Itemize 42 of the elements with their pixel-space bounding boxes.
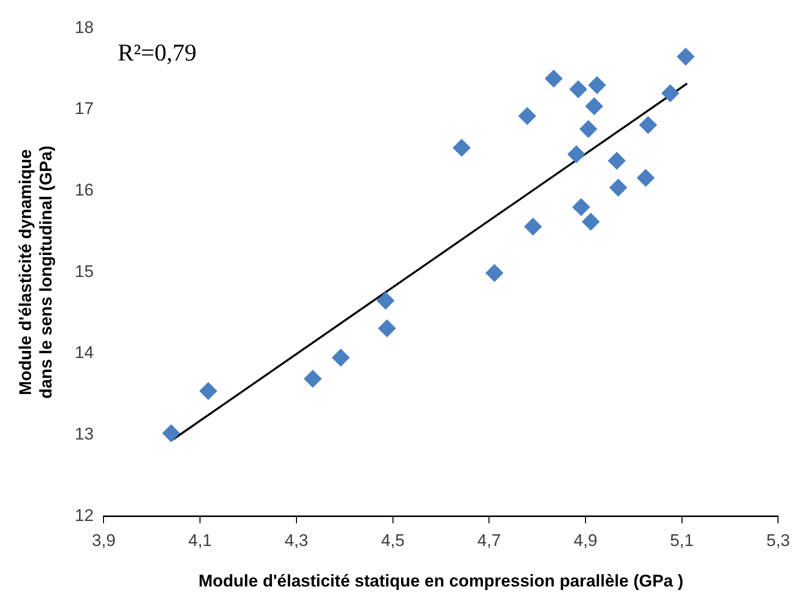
x-tick-label: 3,9 [92,531,116,550]
point [332,348,350,367]
point [376,292,395,310]
point [579,120,598,138]
x-tick-label: 4,7 [477,531,501,550]
y-tick-label: 15 [74,262,94,281]
y-tick-label: 16 [74,180,94,200]
point [572,198,590,216]
x-tick-label: 4,5 [380,531,405,550]
point [199,382,218,400]
x-tick-label: 5,1 [670,531,694,550]
point [582,212,600,231]
point [544,70,563,88]
point [485,264,504,282]
annotation: R²=0,79 [118,40,196,66]
point [524,218,542,236]
x-tick-label: 4,1 [188,531,212,550]
y-tick-label: 13 [74,424,94,444]
y-tick-label: 14 [74,343,94,362]
x-tick-label: 5,3 [766,531,790,550]
x-tick-label: 4,3 [284,531,308,550]
y-axis-title: Module d'élasticité dynamique dans le sens longitudinal (GPa) [16,146,56,399]
point [585,97,604,116]
point [639,116,658,134]
y-tick-label: 17 [74,99,94,118]
point [452,138,471,157]
point [676,48,695,66]
y-tick-label: 18 [74,18,94,37]
x-tick-label: 4,9 [574,531,598,550]
point [162,424,180,442]
point [567,145,586,164]
point [588,76,606,94]
point [518,107,536,126]
y-tick-label: 12 [74,506,94,525]
point [609,178,628,197]
point [569,80,588,98]
x-axis-title: Module d'élasticité statique en compression parallèle (GPa ) [198,571,684,590]
point [608,152,626,170]
point [661,84,680,102]
point [378,319,396,338]
point [636,168,655,187]
point [304,370,322,388]
